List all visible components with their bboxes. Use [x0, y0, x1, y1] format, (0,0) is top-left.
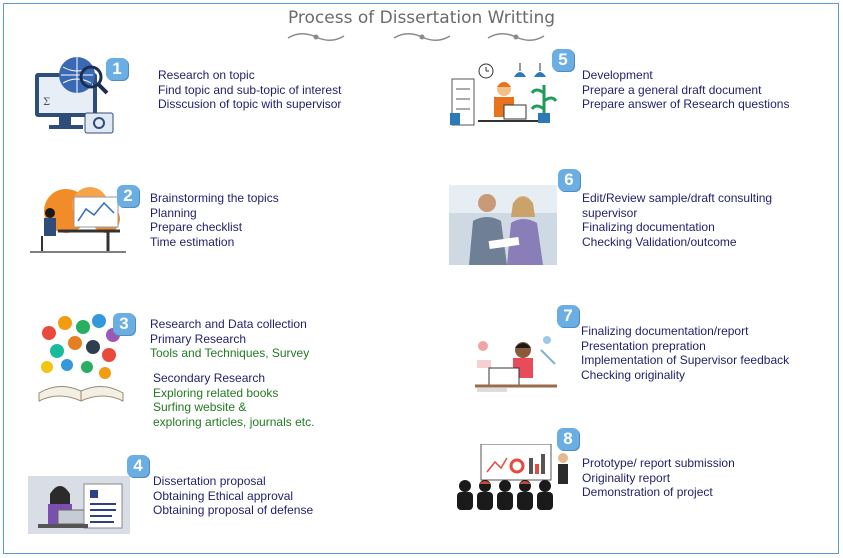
globe-computer-icon: Σ: [35, 57, 114, 134]
flourish-ornament: [487, 33, 545, 41]
step-text-line: Disscusion of topic with supervisor: [158, 97, 342, 111]
step-description: Development Prepare a general draft docu…: [582, 68, 789, 112]
step-text-line: Time estimation: [150, 234, 235, 249]
step-text-line: Prepare a general draft document: [582, 82, 762, 97]
step-text-line: Presentation prepration: [581, 338, 706, 353]
step-text-line: Planning: [150, 205, 197, 220]
step-text-line: Find topic and sub-topic of interest: [158, 82, 342, 97]
audience-presentation-icon: [457, 444, 568, 510]
step-description: Edit/Review sample/draft consulting supe…: [582, 191, 772, 249]
step-text-line: Research on topic: [158, 68, 255, 82]
consulting-meeting-icon: [449, 185, 557, 265]
desk-worker-icon: [30, 187, 126, 253]
step-text-line: Brainstorming the topics: [150, 191, 279, 205]
step-text-line: Implementation of Supervisor feedback: [581, 353, 790, 367]
step-text-line: Finalizing documentation/report: [581, 324, 749, 338]
step-text-line: Secondary Research: [153, 371, 266, 385]
office-development-icon: [450, 63, 558, 126]
step-text-line: Primary Research: [150, 331, 247, 346]
step-description: Finalizing documentation/report Presenta…: [581, 324, 789, 382]
diagram-title: Process of Dissertation Writting: [287, 8, 556, 28]
flourish-ornament: [287, 33, 345, 41]
step-number-badge: 2: [117, 185, 139, 207]
proposal-document-icon: [28, 476, 130, 534]
step-description-secondary: Secondary Research Exploring related boo…: [153, 371, 314, 429]
step-text-line: Research and Data collection: [150, 317, 307, 331]
step-number-badge: 1: [106, 58, 128, 80]
step-number-badge: 3: [113, 313, 135, 335]
step-number-badge: 8: [557, 428, 579, 450]
step-text-line: Checking Validation/outcome: [582, 234, 737, 249]
step-text-line: exploring articles, journals etc.: [153, 414, 315, 429]
step-text-line: Prototype/ report submission: [582, 456, 735, 470]
step-text-line: Demonstration of project: [582, 485, 713, 499]
step-text-line: Originality report: [582, 470, 671, 485]
step-description: Dissertation proposal Obtaining Ethical …: [153, 474, 313, 518]
step-text-line: Tools and Techniques, Survey: [150, 346, 310, 360]
step-number-badge: 7: [557, 305, 579, 327]
book-ideas-icon: [38, 314, 124, 402]
step-text-line: supervisor: [582, 205, 638, 220]
step-text-line: Exploring related books: [153, 385, 279, 400]
step-text-line: Prepare answer of Research questions: [582, 97, 790, 111]
presenter-desk-icon: [475, 336, 557, 392]
step-number-badge: 6: [558, 169, 580, 191]
step-description: Research on topic Find topic and sub-top…: [158, 68, 341, 112]
step-number-badge: 5: [552, 49, 574, 71]
step-description: Research and Data collection Primary Res…: [150, 317, 309, 361]
flourish-ornament: [393, 33, 451, 41]
step-text-line: Finalizing documentation: [582, 220, 715, 234]
step-text-line: Checking originality: [581, 367, 686, 382]
step-text-line: Obtaining Ethical approval: [153, 488, 294, 503]
step-text-line: Surfing website &: [153, 400, 247, 414]
svg-text:Σ: Σ: [43, 97, 50, 108]
step-text-line: Edit/Review sample/draft consulting: [582, 191, 773, 205]
step-text-line: Obtaining proposal of defense: [153, 503, 314, 517]
step-text-line: Development: [582, 68, 653, 82]
step-text-line: Prepare checklist: [150, 220, 243, 234]
step-description: Brainstorming the topics Planning Prepar…: [150, 191, 279, 249]
step-text-line: Dissertation proposal: [153, 474, 266, 488]
step-number-badge: 4: [127, 455, 149, 477]
step-description: Prototype/ report submission Originality…: [582, 456, 735, 500]
